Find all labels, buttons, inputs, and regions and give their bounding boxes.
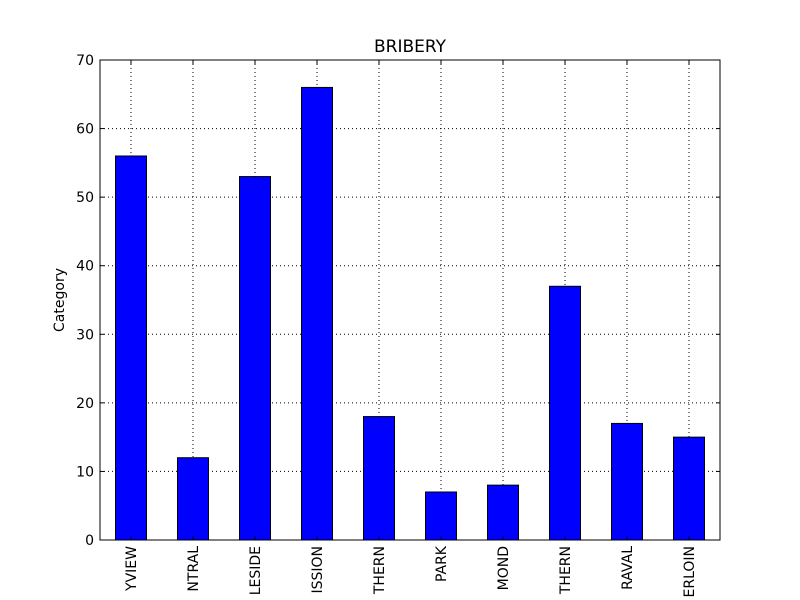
bar xyxy=(611,422,643,541)
bar xyxy=(549,285,581,541)
x-tick-label: THERN xyxy=(558,546,574,595)
y-tick-label: 30 xyxy=(76,327,94,343)
x-tick-label: LESIDE xyxy=(248,546,264,595)
y-tick-label: 40 xyxy=(76,259,94,275)
y-tick-label: 70 xyxy=(76,53,94,69)
bar xyxy=(301,86,333,541)
y-axis-label: Category xyxy=(52,268,68,332)
bar xyxy=(239,176,271,541)
x-tick-label: THERN xyxy=(372,546,388,595)
x-tick-label: RAVAL xyxy=(620,546,636,590)
y-tick-label: 0 xyxy=(85,533,94,549)
bar xyxy=(425,491,457,541)
y-tick-label: 60 xyxy=(76,122,94,138)
y-tick-label: 10 xyxy=(76,464,94,480)
y-tick-label: 50 xyxy=(76,190,94,206)
x-tick-label: YVIEW xyxy=(124,546,140,592)
x-tick-label: ERLOIN xyxy=(682,546,698,598)
bars xyxy=(115,86,705,541)
x-tick-label: ISSION xyxy=(310,546,326,594)
x-tick-label: PARK xyxy=(434,545,450,582)
x-tick-labels: YVIEW NTRAL LESIDE ISSION THERN PARK MOND THERN… xyxy=(124,545,698,597)
bar xyxy=(487,484,519,541)
y-tick-label: 20 xyxy=(76,396,94,412)
bar xyxy=(673,436,705,541)
plot-frame xyxy=(99,59,721,541)
bar xyxy=(363,416,395,541)
x-tick-label: NTRAL xyxy=(186,546,202,592)
tick-marks xyxy=(100,59,720,541)
x-tick-label: MOND xyxy=(496,546,512,590)
bar xyxy=(115,155,147,541)
y-tick-labels: 0 10 20 30 40 50 60 70 xyxy=(76,53,94,549)
bar xyxy=(177,457,209,541)
chart-title: BRIBERY xyxy=(374,37,447,57)
